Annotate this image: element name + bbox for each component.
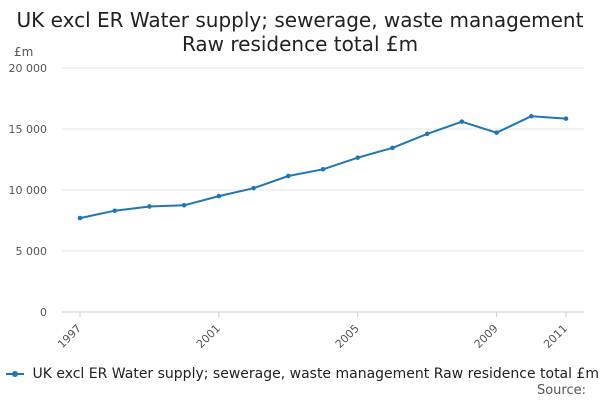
x-tick-label: 1997 [55, 322, 84, 351]
data-point [563, 116, 569, 121]
y-tick-label: 15 000 [9, 123, 48, 136]
source-label: Source: [536, 383, 586, 398]
y-axis-unit-label: £m [14, 45, 34, 59]
chart-title: UK excl ER Water supply; sewerage, waste… [0, 8, 600, 56]
y-tick-label: 5 000 [16, 245, 48, 258]
data-point [355, 155, 361, 160]
x-tick-label: 2005 [333, 322, 362, 351]
legend[interactable]: UK excl ER Water supply; sewerage, waste… [6, 366, 599, 382]
data-point [112, 208, 118, 214]
data-point [181, 202, 187, 208]
data-point [285, 173, 291, 179]
x-tick-label: 2011 [541, 322, 570, 351]
data-point [216, 193, 222, 199]
data-point [390, 145, 395, 151]
data-point [494, 130, 499, 135]
y-tick-label: 10 000 [9, 184, 48, 197]
data-point [251, 185, 256, 191]
data-point [528, 113, 534, 119]
y-tick-label: 20 000 [9, 62, 48, 75]
legend-swatch-icon [6, 369, 24, 379]
data-point [320, 166, 326, 172]
data-point [147, 204, 152, 209]
x-tick-label: 2001 [194, 322, 223, 351]
chart-title-line-2: Raw residence total £m [181, 32, 419, 56]
data-point [459, 119, 465, 124]
chart-title-line-1: UK excl ER Water supply; sewerage, waste… [16, 8, 584, 32]
legend-label: UK excl ER Water supply; sewerage, waste… [32, 366, 600, 382]
data-point [77, 215, 83, 221]
x-tick-label: 2009 [472, 322, 501, 351]
y-tick-label: 0 [40, 306, 47, 319]
data-point [424, 131, 430, 137]
